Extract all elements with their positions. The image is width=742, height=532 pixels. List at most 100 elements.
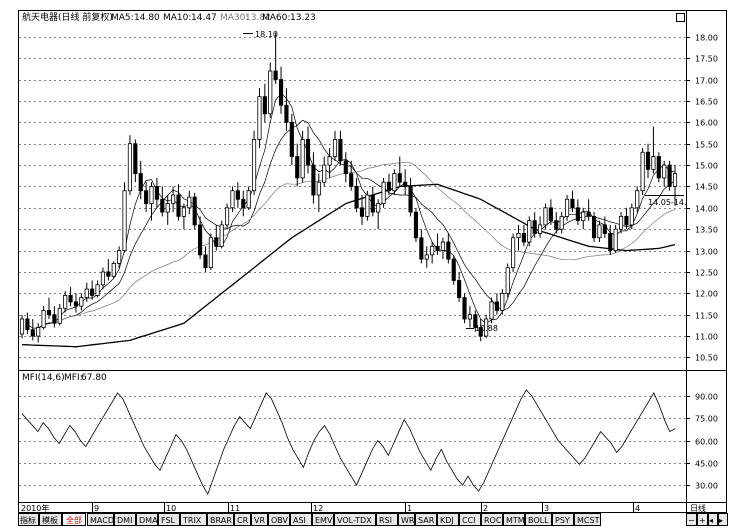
- candle: [95, 280, 100, 298]
- indicator-kdj[interactable]: KDJ: [437, 513, 459, 526]
- candle: [343, 152, 348, 183]
- candle: [176, 184, 181, 221]
- candle: [419, 229, 424, 264]
- candlestick-series: [19, 32, 678, 343]
- candle: [246, 186, 251, 210]
- indicator-fsl[interactable]: FSL: [158, 513, 180, 526]
- candle: [284, 88, 289, 131]
- candle-body-up: [225, 207, 230, 226]
- candle: [365, 190, 370, 221]
- time-label-year: 2010年: [21, 503, 49, 513]
- candle: [532, 212, 537, 238]
- candle: [241, 190, 246, 217]
- mfi-tick-label: 60.00: [695, 438, 718, 447]
- last-annotation: 14.05-14.: [645, 195, 687, 207]
- mfi-header: MFI(14,6) MFI: 67.80: [22, 373, 107, 383]
- indicator-cr[interactable]: CR: [234, 513, 251, 526]
- indicator-button-label: VOL-TDX: [337, 516, 372, 525]
- indicator-button-label: MACD: [90, 516, 114, 525]
- candle-body-up: [332, 139, 338, 157]
- indicator-vol-tdx[interactable]: VOL-TDX: [334, 513, 376, 526]
- price-tick-label: 11.00: [695, 333, 718, 342]
- candle: [160, 186, 165, 217]
- candle: [645, 143, 651, 178]
- indicator-rsi[interactable]: RSI: [376, 513, 398, 526]
- indicator-mcst[interactable]: MCST: [574, 513, 601, 526]
- candle-body-down: [403, 181, 408, 187]
- indicator-button-label: PSY: [555, 516, 570, 525]
- tab-template[interactable]: 模板: [39, 513, 62, 526]
- candle-body-down: [667, 164, 672, 187]
- candle: [559, 212, 564, 234]
- candle-body-up: [467, 314, 472, 320]
- candle-body-down: [435, 245, 440, 251]
- candle: [381, 177, 386, 208]
- candle: [500, 289, 505, 315]
- candle-body-up: [63, 295, 68, 309]
- indicator-trix[interactable]: TRIX: [180, 513, 207, 526]
- indicator-brar[interactable]: BRAR: [207, 513, 234, 526]
- period-label[interactable]: 日线: [690, 503, 706, 513]
- nav-prev-button[interactable]: ◂: [708, 513, 718, 526]
- indicator-dma[interactable]: DMA: [136, 513, 159, 526]
- candle: [575, 199, 580, 225]
- indicator-obv[interactable]: OBV: [268, 513, 290, 526]
- candle-body-up: [95, 284, 100, 296]
- price-tick-label: 14.00: [695, 205, 718, 214]
- candle-body-up: [381, 181, 386, 204]
- candle: [230, 186, 235, 213]
- nav-plus-button[interactable]: +: [697, 513, 708, 526]
- candle-body-down: [548, 207, 553, 222]
- candle: [392, 169, 397, 195]
- candle-body-up: [365, 194, 370, 217]
- candle-body-down: [295, 156, 300, 179]
- nav-next-button[interactable]: ▸: [718, 513, 728, 526]
- candle: [376, 199, 381, 230]
- candle: [203, 246, 208, 272]
- indicator-asi[interactable]: ASI: [290, 513, 312, 526]
- candle-body-up: [543, 207, 548, 226]
- indicator-emv[interactable]: EMV: [312, 513, 334, 526]
- indicator-sar[interactable]: SAR: [415, 513, 437, 526]
- tab-indicator[interactable]: 指标: [18, 513, 39, 526]
- indicator-boll[interactable]: BOLL: [525, 513, 552, 526]
- indicator-macd[interactable]: MACD: [87, 513, 114, 526]
- indicator-cci[interactable]: CCI: [459, 513, 481, 526]
- indicator-dmi[interactable]: DMI: [114, 513, 136, 526]
- candle: [289, 113, 294, 166]
- candle-body-up: [651, 156, 656, 170]
- nav-minus-button[interactable]: −: [686, 513, 697, 526]
- candle: [597, 220, 602, 243]
- candle-body-up: [662, 164, 667, 179]
- candle-body-up: [181, 207, 186, 217]
- candle-body-down: [624, 215, 629, 226]
- indicator-psy[interactable]: PSY: [552, 513, 574, 526]
- candle: [84, 282, 89, 302]
- tab-all[interactable]: 全部: [62, 513, 86, 526]
- candle: [451, 254, 456, 285]
- ma60-label: MA60:: [262, 13, 290, 23]
- low-annotation: 10.88: [466, 324, 498, 333]
- indicator-wr[interactable]: WR: [398, 513, 415, 526]
- indicator-vr[interactable]: VR: [251, 513, 268, 526]
- candle: [251, 130, 257, 195]
- ma30-value: 13.82: [245, 13, 271, 23]
- indicator-buttons: MACD DMI DMA FSL TRIX BRAR CR VR OBV ASI EMV VOL-TD…: [87, 513, 601, 526]
- candle: [467, 306, 472, 328]
- indicator-mtm[interactable]: MTM: [503, 513, 525, 526]
- maximize-button[interactable]: [676, 13, 685, 22]
- candle-body-down: [575, 207, 580, 222]
- indicator-button-bg: [158, 513, 180, 526]
- indicator-roc[interactable]: ROC: [481, 513, 503, 526]
- candle-body-up: [122, 190, 127, 251]
- candle: [651, 126, 656, 174]
- indicator-button-label: WR: [401, 516, 415, 525]
- candle-body-down: [354, 186, 359, 209]
- candle: [273, 32, 278, 84]
- candle: [462, 293, 467, 324]
- price-tick-label: 12.00: [695, 290, 718, 299]
- candle-body-down: [192, 196, 197, 226]
- mfi-tick-label: 30.00: [695, 482, 718, 491]
- last-range-label: 14.05-14.: [648, 198, 687, 207]
